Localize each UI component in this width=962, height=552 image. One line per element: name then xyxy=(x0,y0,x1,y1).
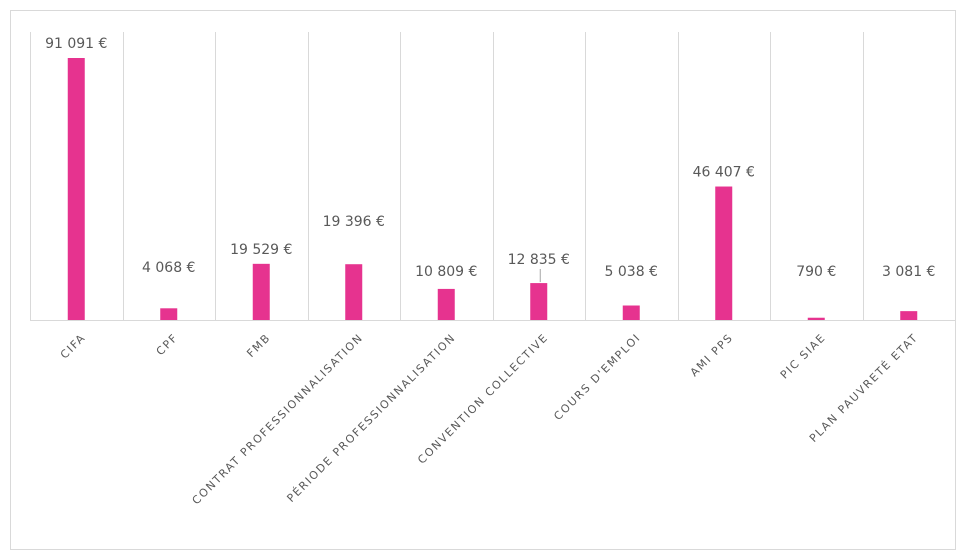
tick-label: PIC SIAE xyxy=(778,331,829,382)
bar xyxy=(530,283,548,320)
tick-label: PLAN PAUVRETÉ ETAT xyxy=(807,331,921,445)
data-label: 10 809 € xyxy=(415,264,477,280)
tick-label: COURS D'EMPLOI xyxy=(551,331,643,423)
grid-lines xyxy=(30,32,956,321)
chart-frame xyxy=(10,10,956,550)
tick-label: CONTRAT PROFESSIONNALISATION xyxy=(190,331,366,507)
data-label: 19 396 € xyxy=(323,214,385,230)
data-label: 4 068 € xyxy=(142,260,195,276)
bar xyxy=(160,308,178,320)
bar xyxy=(252,263,270,320)
bar xyxy=(67,58,85,320)
bars xyxy=(67,58,918,320)
data-label: 19 529 € xyxy=(230,242,292,258)
data-label: 12 835 € xyxy=(508,252,570,268)
tick-label: FMB xyxy=(244,331,273,360)
data-label: 46 407 € xyxy=(693,165,755,181)
tick-label: CIFA xyxy=(58,331,89,362)
data-label: 91 091 € xyxy=(45,36,107,52)
bar xyxy=(622,305,640,320)
data-label: 5 038 € xyxy=(605,264,658,280)
bar xyxy=(807,317,825,320)
tick-label: AMI PPS xyxy=(688,331,736,379)
bar xyxy=(437,288,455,320)
tick-label: CPF xyxy=(154,331,181,358)
tick-label: PÉRIODE PROFESSIONNALISATION xyxy=(284,331,458,505)
data-label: 790 € xyxy=(796,264,836,280)
bar xyxy=(345,264,363,320)
bar xyxy=(715,186,733,320)
bar xyxy=(900,311,918,320)
data-label: 3 081 € xyxy=(882,264,935,280)
data-labels: 91 091 € 4 068 € 19 529 € 19 396 € 10 809 € 1… xyxy=(45,36,935,280)
